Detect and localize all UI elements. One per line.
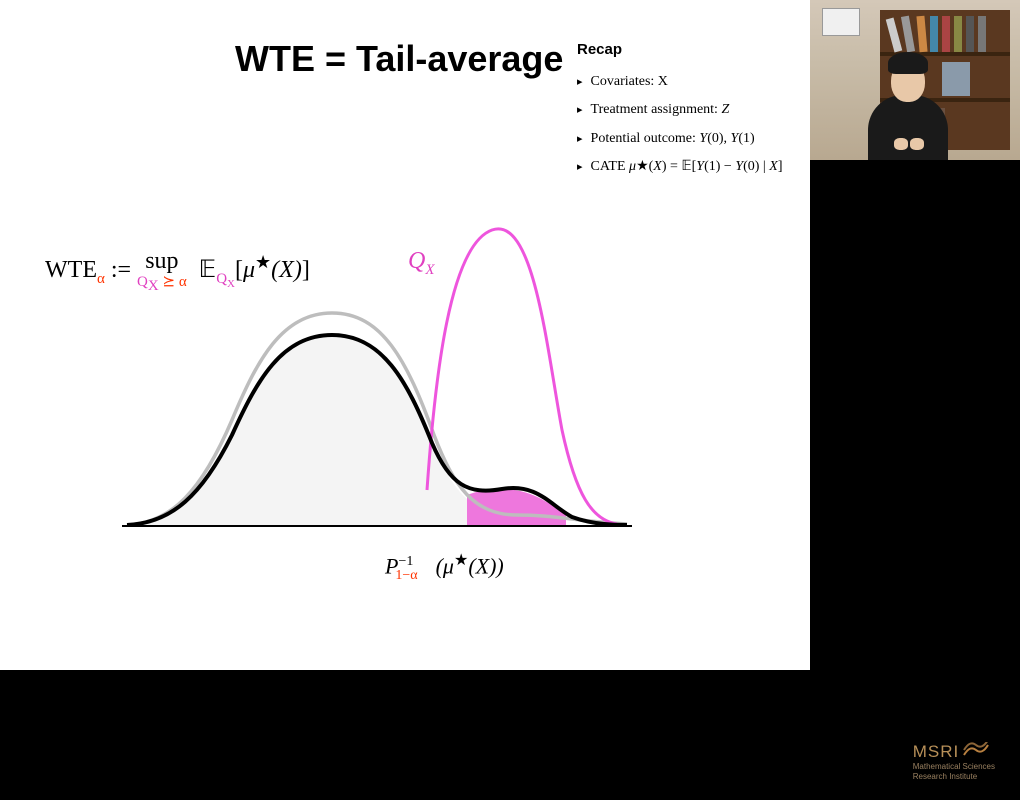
wall-photo — [822, 8, 860, 36]
logo-icon — [963, 742, 989, 763]
recap-item: ▸ CATE μ★(X) = 𝔼[Y(1) − Y(0) | X] — [577, 154, 792, 181]
recap-text-3: CATE μ★(X) = 𝔼[Y(1) − Y(0) | X] — [591, 154, 783, 181]
presenter-torso — [868, 95, 948, 160]
msri-logo: MSRI Mathematical Sciences Research Inst… — [913, 742, 995, 782]
slide-title: WTE = Tail-average — [235, 38, 563, 80]
book — [954, 16, 962, 52]
recap-item: ▸ Covariates: X — [577, 69, 792, 96]
recap-text-1: Treatment assignment: Z — [591, 97, 730, 124]
book — [966, 16, 974, 52]
density-chart — [72, 195, 632, 555]
recap-item: ▸ Treatment assignment: Z — [577, 97, 792, 124]
logo-sub1: Mathematical Sciences — [913, 763, 995, 772]
book — [901, 16, 915, 53]
bullet-icon: ▸ — [577, 72, 583, 93]
presenter-webcam — [810, 0, 1020, 160]
presenter — [858, 50, 958, 160]
recap-text-2: Potential outcome: Y(0), Y(1) — [591, 126, 755, 153]
book — [942, 16, 950, 52]
book — [978, 16, 986, 52]
slide-area: WTE = Tail-average Recap ▸ Covariates: X… — [0, 0, 810, 670]
presenter-hand — [894, 138, 908, 150]
recap-heading: Recap — [577, 36, 792, 65]
book — [916, 16, 927, 53]
presenter-hand — [910, 138, 924, 150]
x-axis-label: P−11−α(μ★(X)) — [385, 550, 504, 584]
presenter-hair — [888, 52, 928, 74]
recap-box: Recap ▸ Covariates: X ▸ Treatment assign… — [577, 36, 792, 183]
recap-item: ▸ Potential outcome: Y(0), Y(1) — [577, 126, 792, 153]
book — [930, 16, 938, 52]
bullet-icon: ▸ — [577, 129, 583, 150]
logo-main: MSRI — [913, 742, 995, 763]
bullet-icon: ▸ — [577, 100, 583, 121]
book — [886, 18, 903, 53]
bullet-icon: ▸ — [577, 157, 583, 178]
logo-sub2: Research Institute — [913, 773, 995, 782]
recap-text-0: Covariates: X — [591, 69, 668, 96]
